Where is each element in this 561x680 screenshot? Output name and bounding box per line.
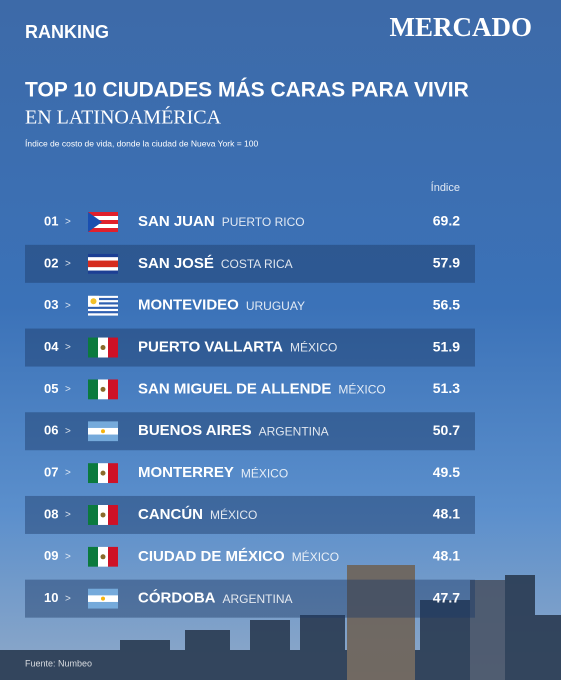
skyline bbox=[0, 565, 561, 680]
flag bbox=[88, 337, 118, 358]
rank: 03 bbox=[44, 297, 58, 312]
rank: 10 bbox=[44, 590, 58, 605]
value: 48.1 bbox=[433, 506, 460, 522]
source: Fuente: Numbeo bbox=[25, 658, 92, 668]
rank: 05 bbox=[44, 381, 58, 396]
rank: 06 bbox=[44, 423, 58, 438]
country: MÉXICO bbox=[210, 507, 257, 522]
row-marker: > bbox=[65, 468, 71, 479]
city: CÓRDOBA bbox=[138, 589, 216, 607]
row-marker: > bbox=[65, 593, 71, 604]
rank: 09 bbox=[44, 548, 58, 563]
country: MÉXICO bbox=[290, 340, 337, 355]
country: ARGENTINA bbox=[223, 592, 293, 606]
value-header: Índice bbox=[431, 181, 460, 194]
flag bbox=[88, 212, 118, 232]
subtitle: Índice de costo de vida, donde la ciudad… bbox=[25, 138, 258, 148]
flag bbox=[88, 295, 118, 316]
flag bbox=[88, 504, 118, 525]
section-label: RANKING bbox=[25, 22, 109, 42]
row-marker: > bbox=[65, 258, 71, 269]
ranking-rows: 01 > SAN JUAN PUERTO RICO 69.2 02 > SAN JOSÉ COS… bbox=[25, 212, 475, 618]
row-marker: > bbox=[65, 426, 71, 437]
value: 47.7 bbox=[433, 589, 460, 605]
city: MONTEVIDEO bbox=[138, 297, 239, 314]
row-marker: > bbox=[65, 217, 71, 228]
rank: 02 bbox=[44, 255, 58, 270]
title-line2: EN LATINOAMÉRICA bbox=[25, 106, 222, 129]
row-marker: > bbox=[65, 551, 71, 562]
city: BUENOS AIRES bbox=[138, 422, 252, 439]
country: MÉXICO bbox=[241, 465, 288, 480]
flag bbox=[88, 421, 118, 442]
city: SAN JUAN bbox=[138, 213, 215, 230]
value: 49.5 bbox=[433, 464, 460, 480]
row-marker: > bbox=[65, 510, 71, 521]
brand: MERCADO bbox=[390, 12, 533, 42]
city: SAN JOSÉ bbox=[138, 255, 214, 272]
value: 69.2 bbox=[433, 213, 460, 229]
row-marker: > bbox=[65, 300, 71, 311]
flag bbox=[88, 546, 118, 567]
title: TOP 10 CIUDADES MÁS CARAS PARA VIVIR bbox=[25, 79, 469, 102]
country: COSTA RICA bbox=[221, 257, 293, 271]
city: SAN MIGUEL DE ALLENDE bbox=[138, 380, 331, 397]
country: URUGUAY bbox=[246, 299, 305, 313]
value: 51.9 bbox=[433, 338, 460, 354]
country: MÉXICO bbox=[292, 549, 339, 564]
rank: 07 bbox=[44, 465, 58, 480]
flag bbox=[88, 379, 118, 400]
country: PUERTO RICO bbox=[222, 215, 305, 229]
flag bbox=[88, 588, 118, 609]
row-marker: > bbox=[65, 384, 71, 395]
rank: 08 bbox=[44, 506, 58, 521]
value: 48.1 bbox=[433, 548, 460, 564]
city: CANCÚN bbox=[138, 505, 203, 523]
country: ARGENTINA bbox=[259, 424, 329, 438]
country: MÉXICO bbox=[338, 382, 385, 397]
city: CIUDAD DE MÉXICO bbox=[138, 548, 285, 565]
value: 57.9 bbox=[433, 255, 460, 271]
rank: 01 bbox=[44, 213, 58, 228]
flag bbox=[88, 253, 118, 274]
value: 50.7 bbox=[433, 422, 460, 438]
flag bbox=[88, 463, 118, 484]
city: PUERTO VALLARTA bbox=[138, 339, 283, 356]
city: MONTERREY bbox=[138, 464, 234, 481]
value: 56.5 bbox=[433, 296, 460, 312]
rank: 04 bbox=[44, 339, 59, 354]
value: 51.3 bbox=[433, 380, 460, 396]
row-marker: > bbox=[65, 342, 71, 353]
